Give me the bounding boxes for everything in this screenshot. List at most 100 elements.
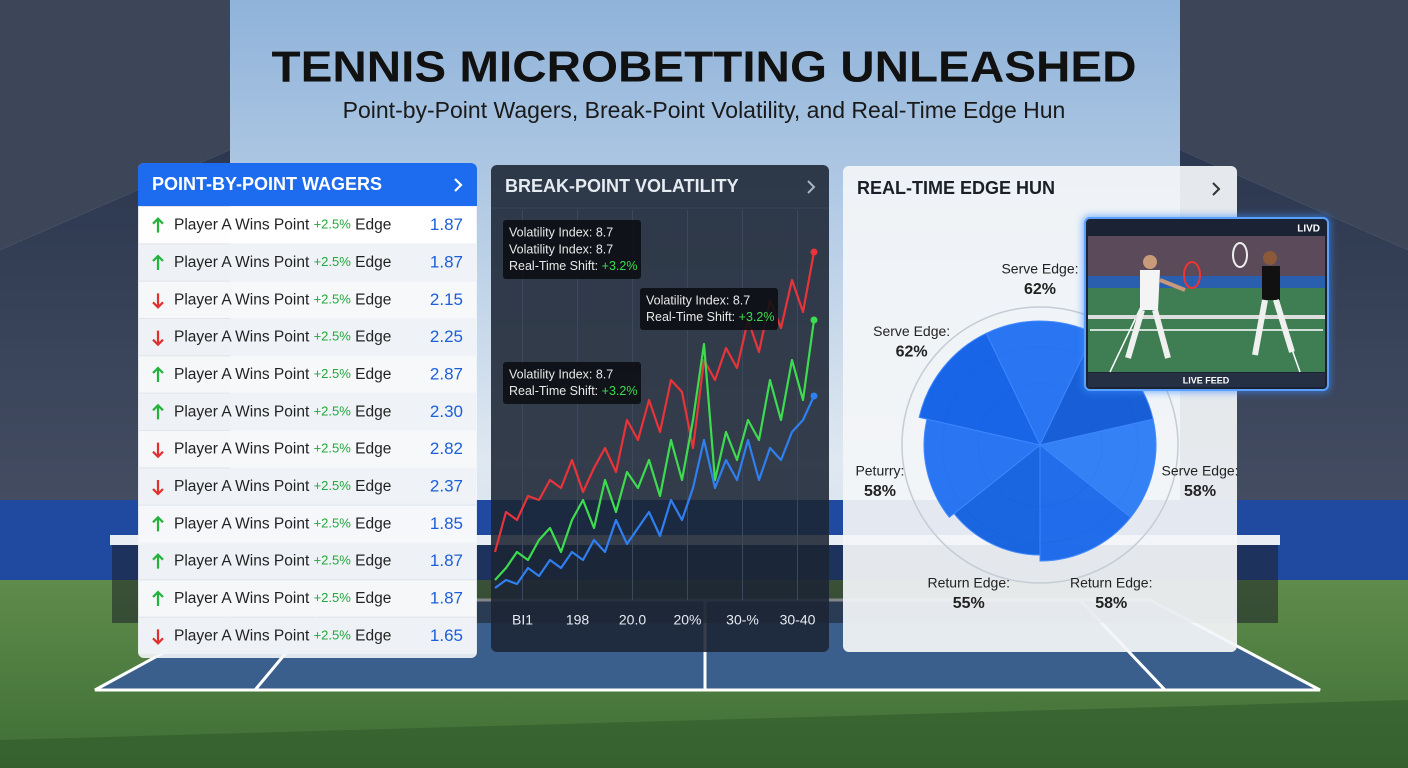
row-edge: +2.5% (314, 292, 352, 307)
row-odds: 1.87 (430, 588, 463, 607)
row-bg[interactable] (139, 281, 476, 318)
row-odds: 1.85 (430, 514, 463, 533)
feed-net (1088, 315, 1325, 319)
live-feed[interactable]: LIVD LIVE FEED (1083, 216, 1330, 392)
x-tick-label: 198 (566, 612, 590, 628)
stand-roof-left (0, 0, 230, 250)
row-label: Player A Wins Point (174, 217, 310, 234)
feed-badge: LIVD (1297, 224, 1320, 235)
row-text: Player A Wins Point +2.5% Edge (174, 553, 391, 570)
row-suffix: Edge (355, 217, 391, 234)
series-end (810, 316, 818, 324)
x-tick-label: BI1 (512, 612, 533, 628)
wedge[interactable] (918, 332, 1041, 446)
row-bg[interactable] (139, 505, 476, 542)
row-bg[interactable] (139, 393, 476, 430)
row-edge: +2.5% (314, 628, 352, 643)
row-label: Player A Wins Point (174, 627, 310, 644)
series-line (494, 319, 816, 581)
row-text: Player A Wins Point +2.5% Edge (174, 441, 391, 458)
row-bg[interactable] (139, 543, 476, 580)
wedge[interactable] (1038, 418, 1157, 519)
feed-bar (1088, 373, 1325, 387)
row-label: Player A Wins Point (174, 403, 310, 420)
shift-label: Real-Time Shift: (646, 310, 735, 324)
shift-value: +3.2% (602, 259, 638, 273)
arrow-down (152, 293, 164, 309)
row-bg[interactable] (139, 244, 476, 281)
row-text: Player A Wins Point +2.5% Edge (174, 627, 391, 644)
arrow-down (152, 330, 164, 347)
panel-header[interactable] (138, 163, 477, 206)
row-bg[interactable] (139, 580, 476, 617)
row-bg[interactable] (139, 431, 476, 468)
row-label: Player A Wins Point (174, 291, 310, 308)
polar-category: Serve Edge: (1162, 462, 1239, 478)
polar-category: Return Edge: (928, 574, 1011, 590)
row-label: Player A Wins Point (174, 553, 310, 570)
polar-value: 58% (1095, 595, 1127, 612)
polar-value: 62% (1024, 281, 1056, 298)
stand-roof-right (1180, 0, 1408, 250)
tooltip-shift: Real-Time Shift: +3.2% (509, 384, 637, 398)
row-text: Player A Wins Point +2.5% Edge (174, 403, 391, 420)
wedge[interactable] (953, 443, 1041, 556)
arrow-up (152, 217, 164, 233)
row-suffix: Edge (355, 291, 391, 308)
tooltip-bg (503, 220, 641, 279)
chevron[interactable] (807, 180, 816, 194)
row-odds: 1.87 (430, 551, 463, 570)
x-tick-label: 30-% (726, 612, 759, 628)
volatility-panel: BREAK-POINT VOLATILITY BI1 198 20.0 20% 30-%… (491, 165, 829, 652)
polar-value: 58% (1184, 483, 1216, 500)
row-bg[interactable] (139, 207, 476, 244)
row-suffix: Edge (355, 590, 391, 607)
row-bg[interactable] (139, 617, 476, 654)
row-bg[interactable] (139, 319, 476, 356)
series-end (810, 248, 818, 256)
row-edge: +2.5% (314, 441, 352, 456)
shadow (0, 700, 1408, 768)
row-edge: +2.5% (314, 217, 352, 232)
row-text: Player A Wins Point +2.5% Edge (174, 590, 391, 607)
polar-category: Peturry: (855, 462, 904, 478)
row-text: Player A Wins Point +2.5% Edge (174, 366, 391, 383)
chevron[interactable] (454, 178, 463, 192)
tooltip-line: Volatility Index: 8.7 (509, 367, 613, 381)
tooltip-line: Volatility Index: 8.7 (509, 225, 613, 239)
player-1 (1125, 255, 1201, 359)
row-bg[interactable] (139, 468, 476, 505)
row-label: Player A Wins Point (174, 441, 310, 458)
row-suffix: Edge (355, 403, 391, 420)
tooltip-line: Volatility Index: 8.7 (646, 293, 750, 307)
row-odds: 2.87 (430, 364, 463, 383)
row-edge: +2.5% (314, 254, 352, 269)
row-bg[interactable] (139, 356, 476, 393)
x-tick-label: 20% (673, 612, 701, 628)
wedge[interactable] (1039, 443, 1132, 562)
arrow-up (152, 403, 164, 420)
series-line (494, 395, 815, 589)
row-odds: 1.65 (430, 626, 463, 645)
row-text: Player A Wins Point +2.5% Edge (174, 515, 391, 532)
row-text: Player A Wins Point +2.5% Edge (174, 478, 391, 495)
row-edge: +2.5% (314, 329, 352, 344)
shift-label: Real-Time Shift: (509, 384, 598, 398)
panel-title: REAL-TIME EDGE HUN (857, 178, 1055, 198)
row-label: Player A Wins Point (174, 515, 310, 532)
row-edge: +2.5% (314, 404, 352, 419)
tooltip-line: Volatility Index: 8.7 (509, 242, 613, 256)
row-edge: +2.5% (314, 553, 352, 568)
page-title: TENNIS MICROBETTING UNLEASHED (272, 43, 1137, 92)
feed-caption: LIVE FEED (1183, 375, 1230, 385)
x-tick-label: 20.0 (619, 612, 646, 628)
arrow-up (152, 366, 164, 382)
tooltip-shift: Real-Time Shift: +3.2% (509, 259, 637, 273)
row-suffix: Edge (355, 515, 391, 532)
chevron[interactable] (1212, 182, 1221, 196)
polar-chart (918, 320, 1157, 562)
wedge[interactable] (923, 418, 1042, 519)
row-odds: 1.87 (430, 215, 463, 234)
panel-bg (491, 165, 829, 652)
